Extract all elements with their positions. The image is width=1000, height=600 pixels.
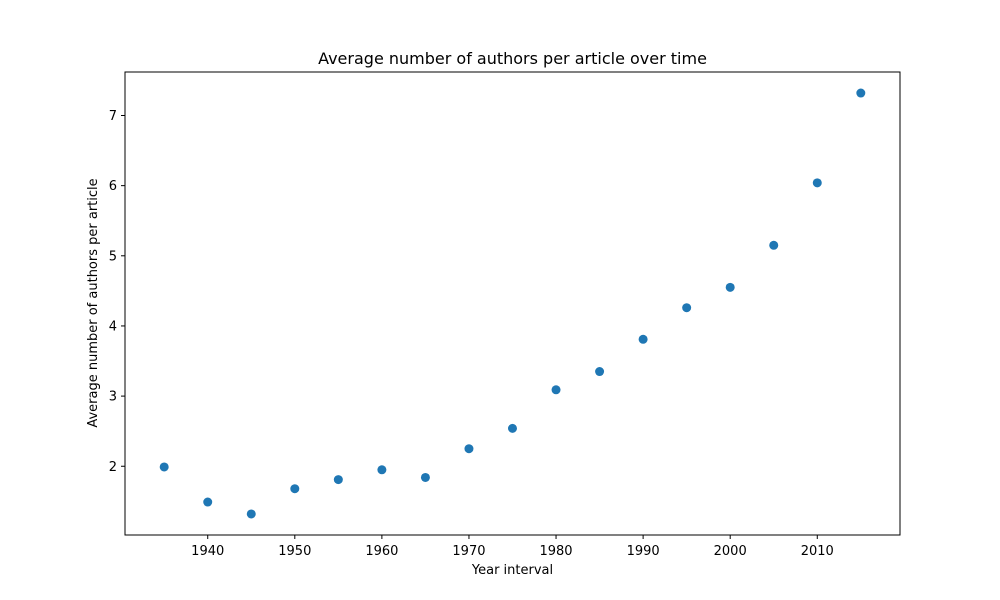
x-axis-label: Year interval <box>471 563 553 578</box>
y-tick-label: 5 <box>109 249 117 264</box>
data-point <box>203 497 213 507</box>
chart-title: Average number of authors per article ov… <box>318 49 707 68</box>
data-point <box>856 88 866 98</box>
x-tick-label: 2000 <box>714 544 747 559</box>
data-point <box>333 475 343 485</box>
data-point <box>420 472 430 482</box>
data-point <box>246 509 256 519</box>
data-point <box>595 367 605 377</box>
x-tick-label: 1970 <box>452 544 485 559</box>
y-tick-label: 3 <box>109 390 117 405</box>
x-tick-label: 1950 <box>278 544 311 559</box>
data-point <box>812 178 822 188</box>
data-point <box>290 484 300 494</box>
y-tick-label: 7 <box>109 109 117 124</box>
data-point <box>551 385 561 395</box>
data-point <box>638 334 648 344</box>
x-tick-label: 1960 <box>365 544 398 559</box>
data-point <box>159 462 169 472</box>
data-point <box>508 423 517 433</box>
x-tick-label: 1940 <box>191 544 224 559</box>
data-point <box>682 303 692 313</box>
y-tick-label: 6 <box>109 179 117 194</box>
data-point <box>464 444 474 454</box>
y-tick-label: 2 <box>109 460 117 475</box>
x-tick-label: 1990 <box>627 544 660 559</box>
x-tick-label: 2010 <box>801 544 834 559</box>
data-point <box>377 465 387 475</box>
y-axis-label: Average number of authors per article <box>86 178 101 427</box>
data-point <box>769 240 779 250</box>
plot-frame <box>124 71 901 536</box>
plot-area: 1940 1950 1960 1970 1980 1990 2000 2010 2 3 4 5 6 7 <box>109 71 901 559</box>
data-point <box>725 282 735 292</box>
x-tick-label: 1980 <box>539 544 572 559</box>
y-tick-label: 4 <box>109 319 117 334</box>
